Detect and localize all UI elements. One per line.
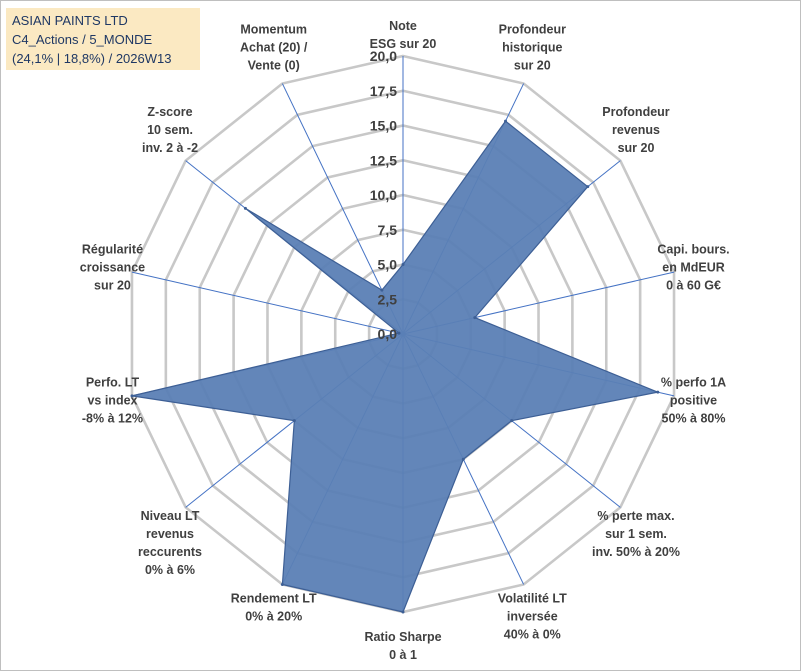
data-point-7 (401, 610, 405, 614)
radar-axis-labels: Note ESG sur 20 Profondeur historique sur 20… (80, 19, 730, 662)
axis-label-11: Régularité croissance sur 20 (80, 243, 145, 293)
data-point-1 (504, 119, 508, 123)
axis-label-2: Profondeur revenus sur 20 (602, 105, 669, 155)
axis-label-3: Capi. bours. en MdEUR 0 à 60 G€ (657, 243, 729, 293)
axis-label-0: Note ESG sur 20 (370, 19, 437, 51)
axis-label-4: % perfo 1A positive 50% à 80% (661, 375, 726, 425)
tick-label-0: 0,0 (378, 326, 398, 342)
axis-label-9: Niveau LT revenus reccurents 0% à 6% (138, 509, 202, 577)
data-point-3 (473, 316, 477, 320)
data-point-8 (280, 582, 284, 586)
data-point-0 (401, 263, 405, 266)
tick-label-8: 20,0 (370, 48, 397, 64)
axis-label-12: Z-score 10 sem. inv. 2 à -2 (142, 105, 198, 155)
radar-series (130, 119, 660, 614)
axis-label-8: Rendement LT 0% à 20% (231, 591, 317, 623)
tick-label-2: 5,0 (378, 257, 398, 273)
tick-label-5: 12,5 (370, 152, 397, 168)
axis-label-10: Perfo. LT vs index -8% à 12% (82, 375, 143, 425)
company-name: ASIAN PAINTS LTD (12, 13, 128, 28)
summary-label: (24,1% | 18,8%) / 2026W13 (12, 51, 172, 66)
data-point-10 (130, 394, 134, 398)
axis-label-5: % perte max. sur 1 sem. inv. 50% à 20% (592, 509, 680, 559)
data-point-9 (292, 419, 296, 423)
data-point-4 (656, 390, 660, 394)
axis-label-6: Volatilité LT inversée 40% à 0% (498, 591, 567, 641)
spoke-11 (131, 271, 404, 335)
axis-label-13: Momentum Achat (20) / Vente (0) (240, 23, 308, 73)
tick-label-1: 2,5 (378, 291, 398, 307)
axis-label-1: Profondeur historique sur 20 (499, 23, 566, 73)
tick-label-4: 10,0 (370, 187, 397, 203)
data-point-11 (397, 331, 401, 335)
data-point-2 (586, 185, 590, 189)
data-point-5 (510, 419, 514, 423)
tick-label-3: 7,5 (378, 222, 398, 238)
category-label: C4_Actions / 5_MONDE (12, 32, 153, 47)
tick-label-6: 15,0 (370, 118, 397, 134)
tick-label-7: 17,5 (370, 83, 397, 99)
axis-label-7: Ratio Sharpe 0 à 1 (364, 630, 441, 662)
title-box: ASIAN PAINTS LTD C4_Actions / 5_MONDE (2… (6, 8, 200, 70)
radar-tick-labels: 0,0 2,5 5,0 7,5 10,0 12,5 15,0 17,5 20,0 (370, 48, 397, 342)
data-point-13 (380, 288, 384, 292)
data-point-6 (461, 457, 465, 461)
data-point-12 (243, 206, 247, 210)
